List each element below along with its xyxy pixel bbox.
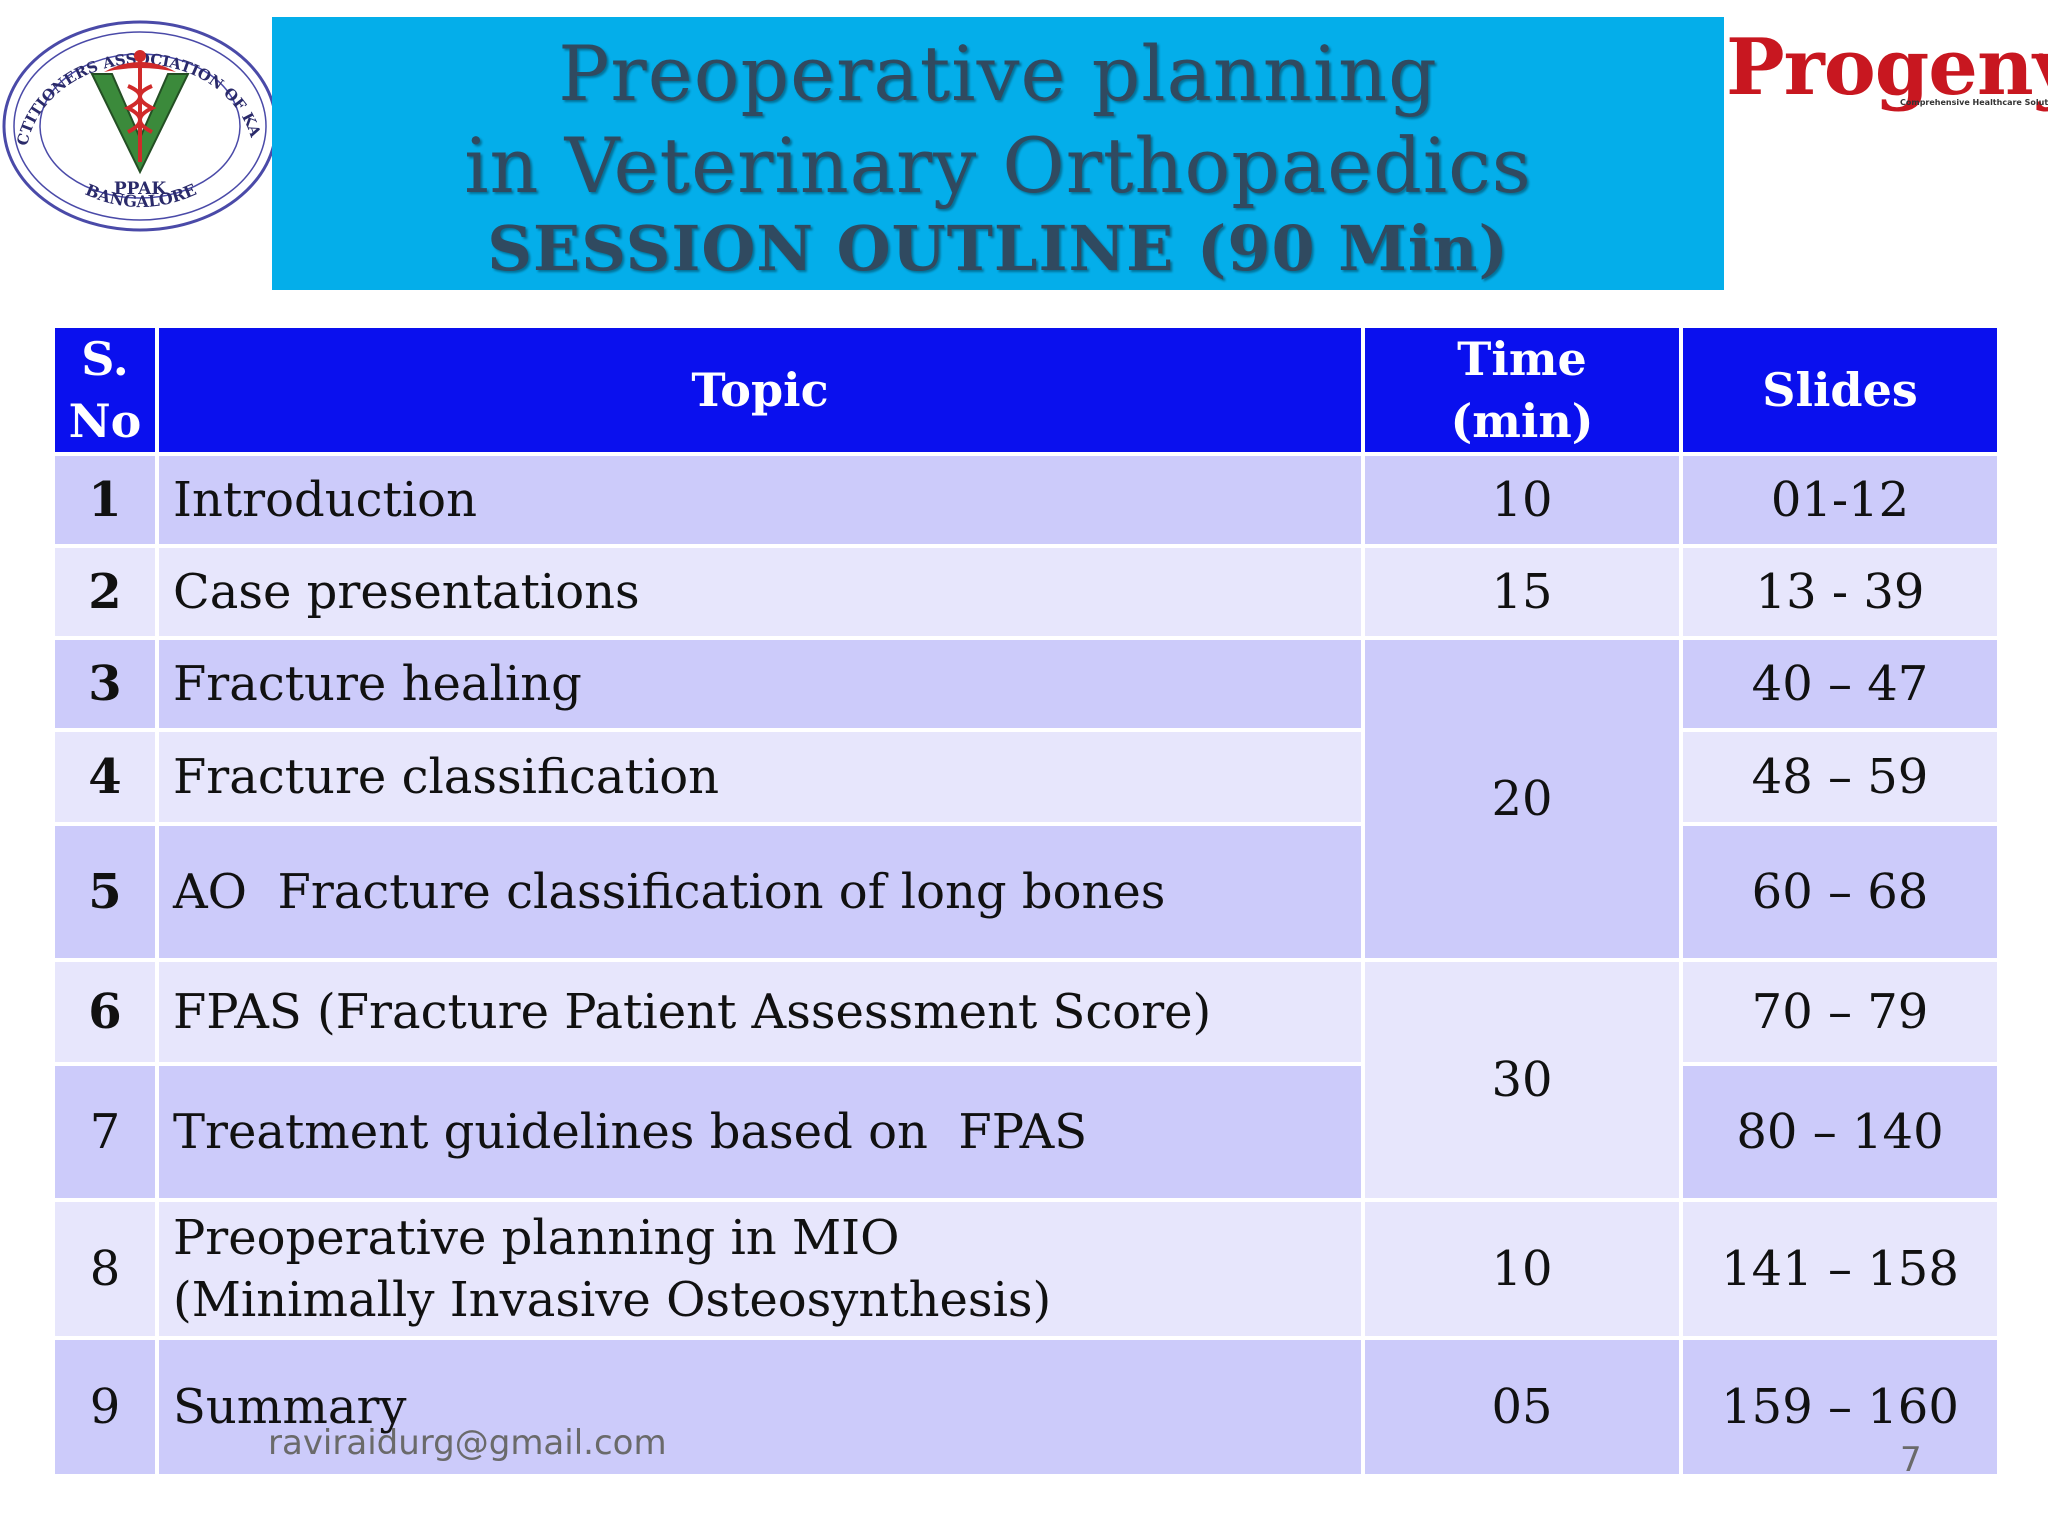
row-slides: 70 – 79 <box>1679 958 2001 1066</box>
row-topic: Fracture healing <box>155 636 1365 732</box>
table-row: 3 Fracture healing 20 40 – 47 <box>51 636 2001 962</box>
title-banner: Preoperative planning in Veterinary Orth… <box>272 17 1724 290</box>
row-topic: Treatment guidelines based on FPAS <box>155 1062 1365 1202</box>
row-topic-line-2: (Minimally Invasive Osteosynthesis) <box>173 1272 1052 1328</box>
row-time: 15 <box>1361 544 1683 640</box>
row-slides: 01-12 <box>1679 452 2001 548</box>
row-number: 7 <box>51 1062 159 1202</box>
header-time: Time (min) <box>1361 324 1683 456</box>
row-slides: 13 - 39 <box>1679 544 2001 640</box>
page-number: 7 <box>1900 1440 1922 1480</box>
row-slides: 40 – 47 <box>1679 636 2001 732</box>
session-outline-table: S. No Topic Time (min) Slides 1 Introduc… <box>51 324 2001 1478</box>
row-slides: 159 – 160 <box>1679 1336 2001 1478</box>
header-time-line-2: (min) <box>1450 394 1594 448</box>
progeny-tagline: Comprehensive Healthcare Solutions <box>1900 98 2048 107</box>
header-sno-line-1: S. <box>81 332 129 386</box>
row-number: 2 <box>51 544 159 640</box>
row-topic-line-1: Preoperative planning in MIO <box>173 1210 900 1266</box>
title-line-2: in Veterinary Orthopaedics <box>464 121 1532 210</box>
row-number: 3 <box>51 636 159 732</box>
row-time: 05 <box>1361 1336 1683 1478</box>
table-header-row: S. No Topic Time (min) Slides <box>51 324 2001 456</box>
table-row: 1 Introduction 10 01-12 <box>51 452 2001 548</box>
table-row: 8 Preoperative planning in MIO (Minimall… <box>51 1198 2001 1340</box>
row-slides: 141 – 158 <box>1679 1198 2001 1340</box>
row-time: 10 <box>1361 452 1683 548</box>
table-row: 2 Case presentations 15 13 - 39 <box>51 544 2001 640</box>
row-topic: Case presentations <box>155 544 1365 640</box>
row-time-merged: 30 <box>1361 958 1683 1202</box>
table-row: 7 Treatment guidelines based on FPAS 80 … <box>51 1062 2001 1202</box>
table-row: 6 FPAS (Fracture Patient Assessment Scor… <box>51 958 2001 1202</box>
row-slides: 60 – 68 <box>1679 822 2001 962</box>
ppak-label: PPAK <box>114 179 168 199</box>
row-number: 8 <box>51 1198 159 1340</box>
registered-mark: ® <box>2036 52 2046 63</box>
row-number: 9 <box>51 1336 159 1478</box>
ppak-logo: PET PRACTITIONERS ASSOCIATION OF KARNATA… <box>0 0 280 232</box>
table-row: 9 Summary 05 159 – 160 <box>51 1336 2001 1478</box>
row-topic: FPAS (Fracture Patient Assessment Score) <box>155 958 1365 1066</box>
row-slides: 80 – 140 <box>1679 1062 2001 1202</box>
row-number: 5 <box>51 822 159 962</box>
row-number: 1 <box>51 452 159 548</box>
progeny-logo-icon: Progeny <box>1726 22 2048 113</box>
row-time: 10 <box>1361 1198 1683 1340</box>
row-slides: 48 – 59 <box>1679 728 2001 826</box>
footer-email: raviraidurg@gmail.com <box>268 1423 667 1463</box>
row-time-merged: 20 <box>1361 636 1683 962</box>
table-row: 5 AO Fracture classification of long bon… <box>51 822 2001 962</box>
row-number: 6 <box>51 958 159 1066</box>
title-line-1: Preoperative planning <box>558 29 1438 118</box>
row-topic: Introduction <box>155 452 1365 548</box>
ppak-caduceus-seal-icon: PET PRACTITIONERS ASSOCIATION OF KARNATA… <box>0 0 278 232</box>
row-topic: Fracture classification <box>155 728 1365 826</box>
row-number: 4 <box>51 728 159 826</box>
progeny-logo: Progeny ® Comprehensive Healthcare Solut… <box>1722 22 2048 132</box>
row-topic: AO Fracture classification of long bones <box>155 822 1365 962</box>
table-row: 4 Fracture classification 48 – 59 <box>51 728 2001 826</box>
header-time-line-1: Time <box>1457 332 1587 386</box>
header-sno-line-2: No <box>68 394 142 448</box>
header-topic: Topic <box>155 324 1365 456</box>
header-sno: S. No <box>51 324 159 456</box>
session-outline-heading: SESSION OUTLINE (90 Min) <box>487 212 1509 285</box>
header-slides: Slides <box>1679 324 2001 456</box>
row-topic: Summary <box>155 1336 1365 1478</box>
row-topic: Preoperative planning in MIO (Minimally … <box>155 1198 1365 1340</box>
